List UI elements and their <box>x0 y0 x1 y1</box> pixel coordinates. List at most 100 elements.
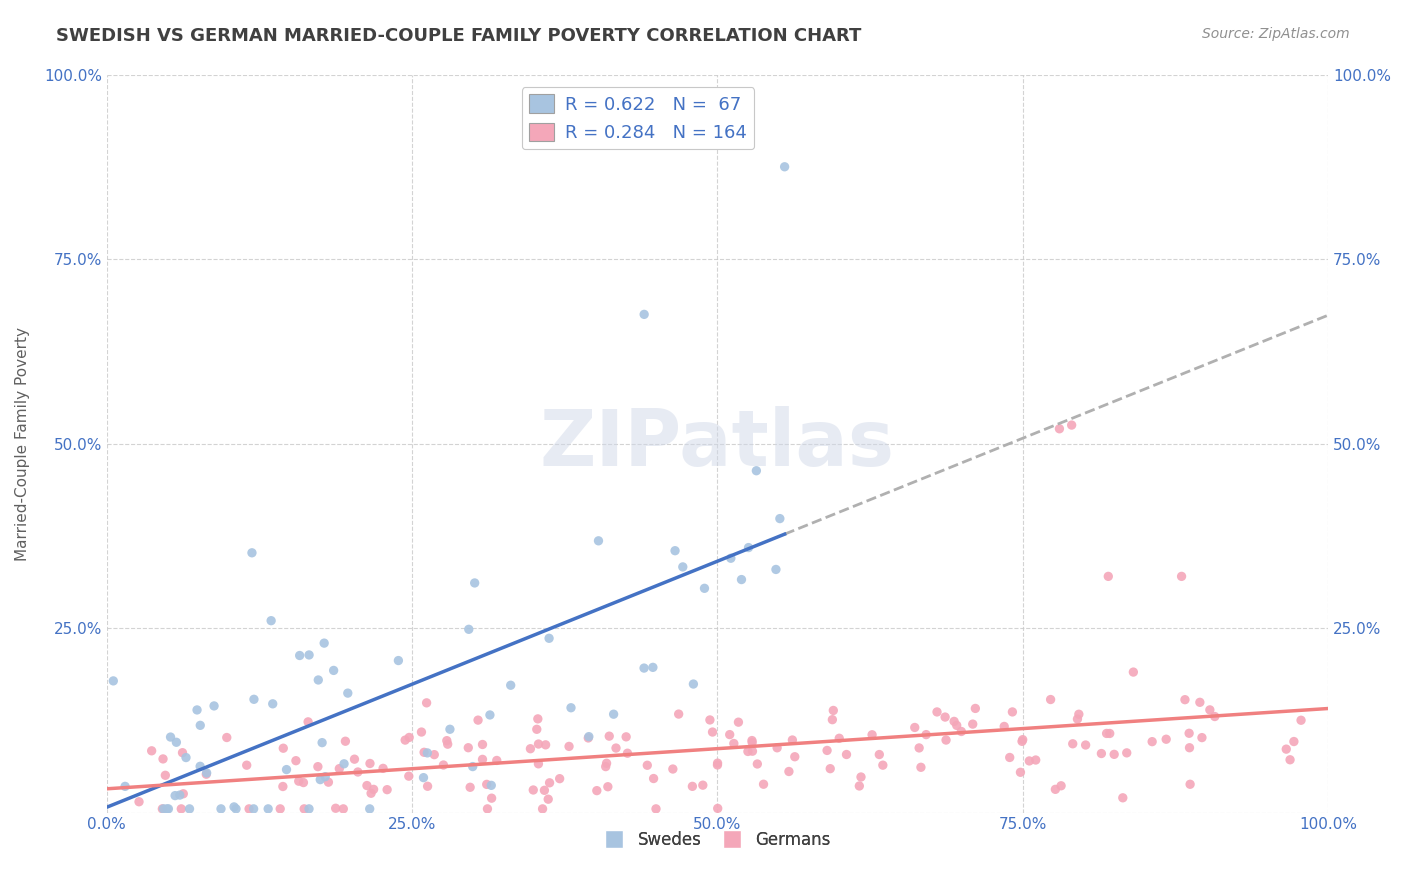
Point <box>1188 695 1211 709</box>
Point <box>475 777 498 791</box>
Point <box>925 705 948 719</box>
Point <box>1198 703 1220 717</box>
Point <box>1112 790 1135 805</box>
Point <box>103 673 125 688</box>
Point <box>718 728 741 742</box>
Point <box>682 677 704 691</box>
Point <box>1067 707 1090 722</box>
Point <box>595 759 617 773</box>
Point <box>945 718 967 732</box>
Point <box>471 738 494 752</box>
Point <box>170 802 193 816</box>
Point <box>179 802 201 816</box>
Point <box>347 764 370 779</box>
Point <box>415 696 437 710</box>
Legend: Swedes, Germans: Swedes, Germans <box>598 824 837 855</box>
Point <box>1275 742 1298 756</box>
Point <box>1025 753 1047 767</box>
Point <box>1060 418 1083 433</box>
Point <box>527 737 550 751</box>
Point <box>706 758 728 772</box>
Point <box>225 802 247 816</box>
Point <box>533 783 555 797</box>
Point <box>1010 765 1032 780</box>
Point <box>298 648 321 662</box>
Point <box>747 756 769 771</box>
Point <box>519 741 541 756</box>
Point <box>1289 713 1312 727</box>
Point <box>481 791 503 805</box>
Point <box>993 719 1015 733</box>
Point <box>499 678 522 692</box>
Point <box>235 758 257 772</box>
Point <box>537 792 560 806</box>
Point <box>375 782 398 797</box>
Point <box>868 747 890 762</box>
Point <box>412 771 434 785</box>
Point <box>467 713 489 727</box>
Point <box>1001 705 1024 719</box>
Point <box>297 714 319 729</box>
Point <box>363 782 385 797</box>
Point <box>773 160 796 174</box>
Point <box>737 744 759 758</box>
Point <box>1049 422 1071 436</box>
Point <box>998 750 1021 764</box>
Point <box>534 738 557 752</box>
Point <box>269 802 291 816</box>
Point <box>307 759 329 773</box>
Point <box>1154 732 1177 747</box>
Point <box>271 741 294 756</box>
Point <box>908 740 931 755</box>
Point <box>1045 782 1067 797</box>
Point <box>195 767 218 781</box>
Point <box>188 759 211 773</box>
Point <box>821 713 844 727</box>
Point <box>1102 747 1125 762</box>
Point <box>423 747 446 762</box>
Point <box>1170 569 1192 583</box>
Point <box>934 710 956 724</box>
Point <box>276 763 298 777</box>
Point <box>723 737 745 751</box>
Point <box>950 724 973 739</box>
Point <box>432 758 454 772</box>
Point <box>641 660 664 674</box>
Point <box>527 712 550 726</box>
Point <box>416 746 439 760</box>
Point <box>479 778 502 792</box>
Point <box>1282 734 1305 748</box>
Point <box>1039 692 1062 706</box>
Point <box>471 752 494 766</box>
Point <box>309 772 332 787</box>
Point <box>242 802 264 816</box>
Point <box>394 733 416 747</box>
Point <box>1122 665 1144 679</box>
Point <box>752 777 775 791</box>
Point <box>1011 734 1033 748</box>
Point <box>693 582 716 596</box>
Point <box>1140 734 1163 748</box>
Point <box>114 780 136 794</box>
Point <box>172 787 194 801</box>
Point <box>783 749 806 764</box>
Point <box>343 752 366 766</box>
Point <box>558 739 581 754</box>
Point <box>538 776 561 790</box>
Point <box>692 778 714 792</box>
Point <box>243 692 266 706</box>
Point <box>439 723 461 737</box>
Point <box>195 766 218 780</box>
Point <box>202 698 225 713</box>
Point <box>1115 746 1137 760</box>
Point <box>962 717 984 731</box>
Point <box>860 728 883 742</box>
Point <box>526 723 548 737</box>
Point <box>461 759 484 773</box>
Point <box>271 780 294 794</box>
Point <box>1018 754 1040 768</box>
Point <box>720 551 742 566</box>
Point <box>1090 747 1112 761</box>
Point <box>702 725 724 739</box>
Point <box>436 733 458 747</box>
